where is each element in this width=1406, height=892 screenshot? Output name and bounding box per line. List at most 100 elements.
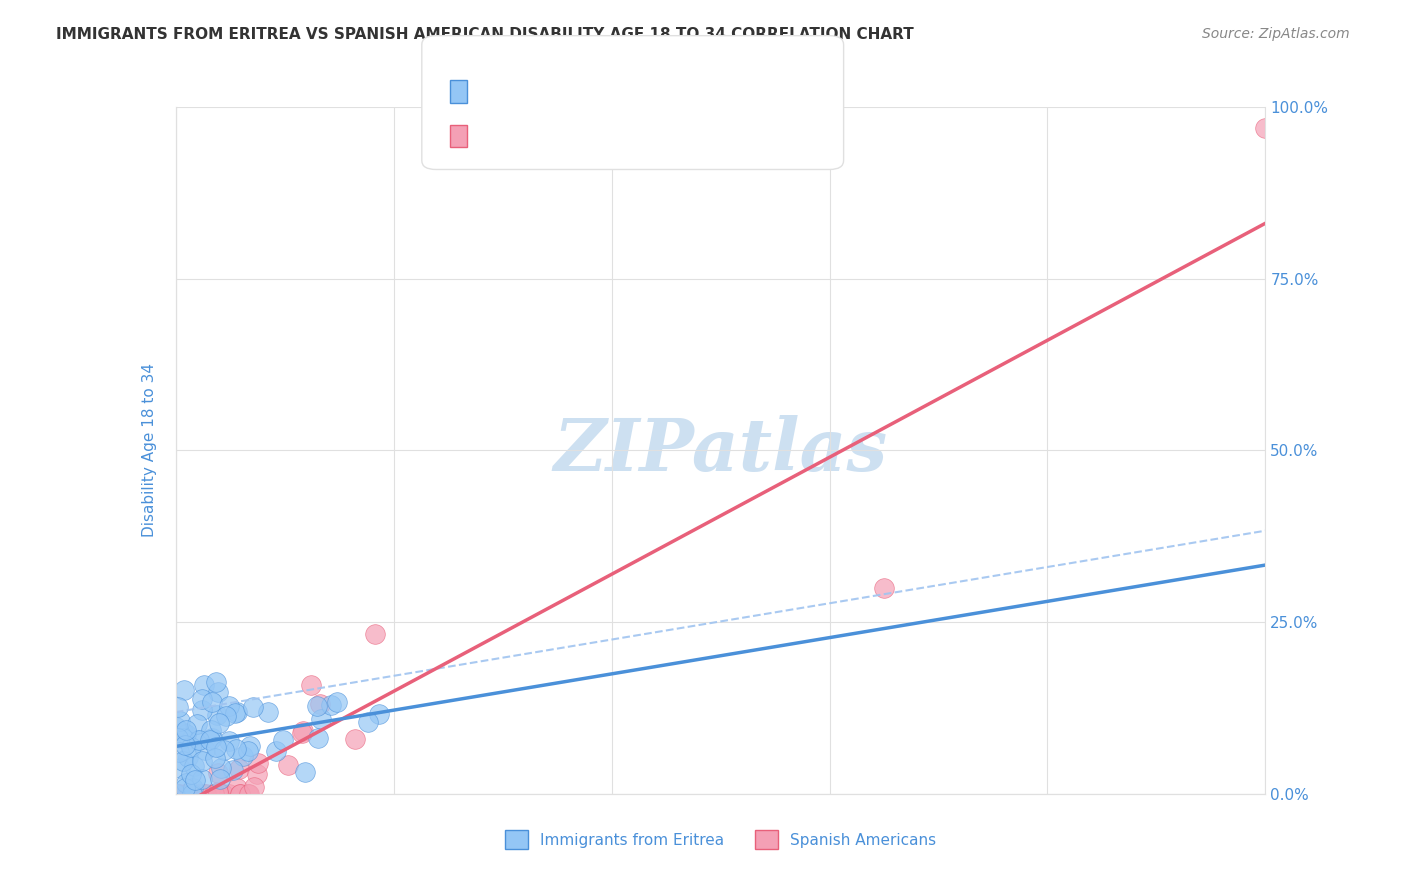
Point — [232, 749, 254, 764]
Point — [218, 787, 240, 801]
Text: N = 67: N = 67 — [633, 85, 695, 103]
Point — [246, 767, 269, 781]
Point — [207, 765, 229, 780]
Point — [305, 699, 328, 714]
Point — [172, 724, 194, 739]
Point — [187, 733, 209, 747]
Point — [207, 685, 229, 699]
Point — [309, 712, 332, 726]
Text: ZIPatlas: ZIPatlas — [554, 415, 887, 486]
Point — [307, 731, 329, 746]
Point — [367, 707, 389, 722]
Text: R = 0.842: R = 0.842 — [471, 129, 562, 147]
Point — [190, 703, 212, 717]
Point — [187, 732, 209, 747]
Point — [191, 772, 214, 786]
Point — [186, 717, 208, 731]
Point — [200, 733, 222, 747]
Point — [207, 708, 229, 723]
Point — [181, 787, 204, 801]
Point — [202, 787, 225, 801]
Point — [195, 787, 218, 801]
Point — [200, 723, 222, 737]
Point — [191, 692, 214, 706]
Point — [201, 731, 224, 746]
Point — [194, 743, 217, 757]
Point — [191, 754, 214, 768]
Point — [202, 787, 225, 801]
Point — [326, 695, 349, 709]
Point — [180, 787, 202, 801]
Point — [165, 720, 187, 734]
Point — [177, 787, 200, 801]
Point — [218, 733, 240, 747]
Point — [174, 727, 197, 741]
Point — [188, 787, 211, 801]
Point — [246, 756, 269, 771]
Point — [202, 787, 225, 801]
Point — [291, 725, 314, 739]
Point — [205, 787, 228, 801]
Point — [172, 754, 194, 768]
Point — [202, 787, 225, 801]
Point — [167, 787, 190, 801]
Point — [224, 706, 246, 720]
Point — [226, 705, 249, 719]
Point — [271, 733, 294, 747]
Point — [167, 731, 190, 745]
Point — [205, 675, 228, 690]
Y-axis label: Disability Age 18 to 34: Disability Age 18 to 34 — [142, 363, 157, 538]
Point — [291, 724, 314, 739]
Point — [364, 626, 387, 640]
Text: Source: ZipAtlas.com: Source: ZipAtlas.com — [1202, 27, 1350, 41]
Text: R = 0.434: R = 0.434 — [471, 85, 562, 103]
Text: IMMIGRANTS FROM ERITREA VS SPANISH AMERICAN DISABILITY AGE 18 TO 34 CORRELATION : IMMIGRANTS FROM ERITREA VS SPANISH AMERI… — [56, 27, 914, 42]
Point — [299, 678, 322, 692]
Point — [205, 739, 228, 754]
Point — [238, 787, 260, 801]
Point — [256, 705, 278, 719]
Legend: Immigrants from Eritrea, Spanish Americans: Immigrants from Eritrea, Spanish America… — [499, 824, 942, 855]
Point — [222, 763, 245, 777]
Point — [193, 678, 215, 692]
Point — [211, 761, 233, 775]
Point — [309, 698, 332, 712]
Point — [167, 699, 190, 714]
Point — [167, 745, 190, 759]
Point — [209, 787, 232, 801]
Point — [173, 739, 195, 753]
Point — [179, 787, 201, 801]
Point — [225, 742, 247, 756]
Point — [180, 767, 202, 781]
Point — [174, 787, 197, 801]
Point — [165, 787, 187, 801]
Point — [242, 700, 264, 714]
Point — [208, 715, 231, 730]
Point — [238, 787, 260, 801]
Point — [264, 744, 287, 758]
Point — [228, 762, 250, 776]
Point — [172, 731, 194, 745]
Point — [176, 787, 198, 801]
Point — [173, 683, 195, 698]
Point — [343, 731, 366, 746]
Point — [229, 787, 252, 801]
Point — [1254, 120, 1277, 135]
Point — [212, 742, 235, 756]
Point — [183, 758, 205, 772]
Point — [208, 772, 231, 787]
Point — [236, 744, 259, 758]
Point — [174, 780, 197, 795]
Point — [319, 698, 342, 712]
Point — [218, 698, 240, 713]
Point — [174, 723, 197, 738]
Point — [174, 787, 197, 801]
Point — [277, 757, 299, 772]
Point — [204, 751, 226, 765]
Point — [180, 739, 202, 754]
Point — [169, 714, 191, 729]
Point — [873, 581, 896, 595]
Point — [212, 787, 235, 801]
Point — [207, 785, 229, 799]
Point — [294, 765, 316, 780]
